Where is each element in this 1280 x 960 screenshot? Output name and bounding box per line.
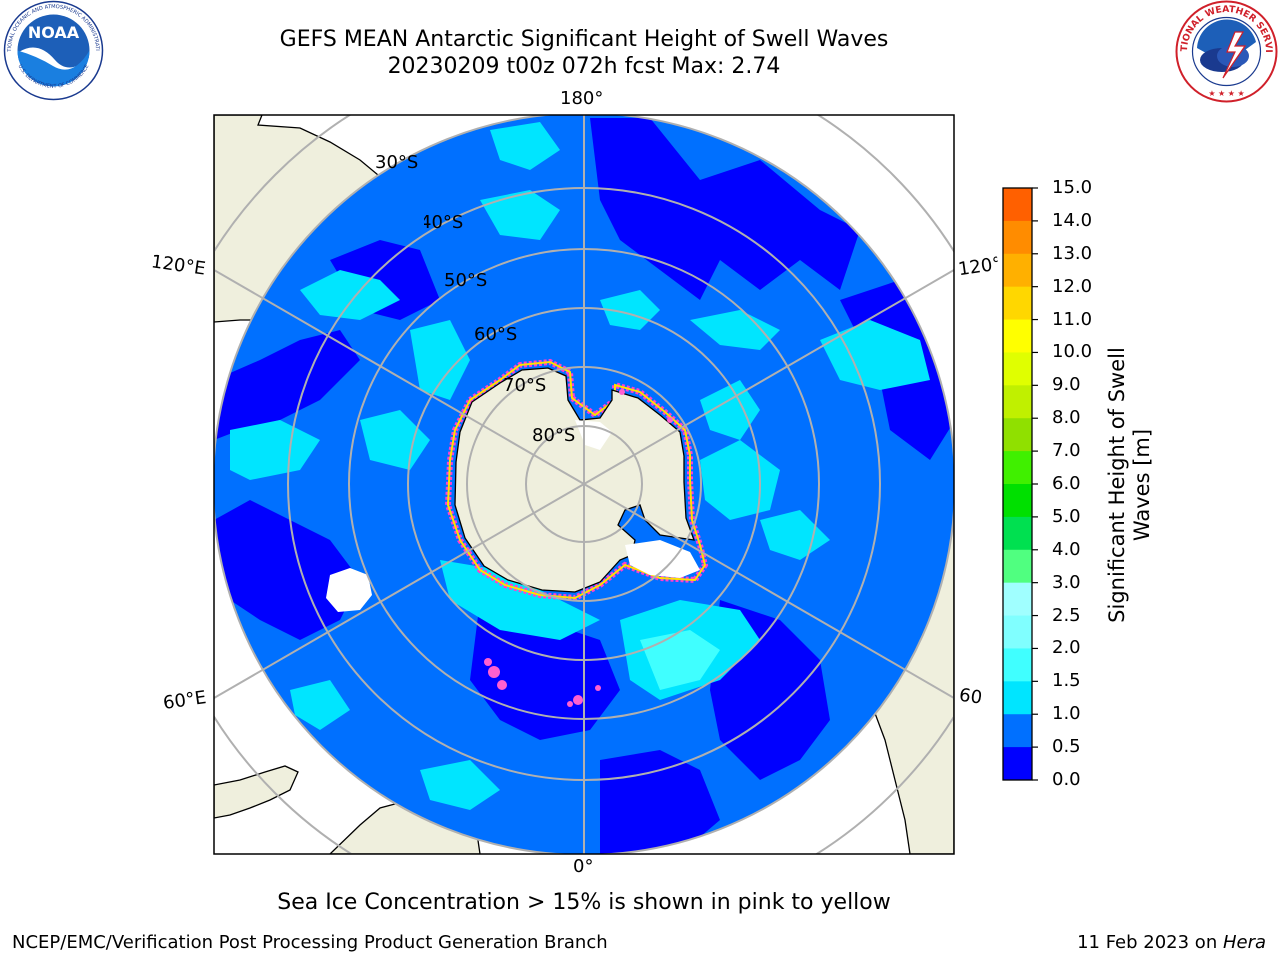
colorbar-segment — [1003, 516, 1032, 551]
colorbar-segment — [1003, 451, 1032, 485]
sea-ice-fringe-inner — [446, 360, 707, 600]
colorbar-tick-label: 3.0 — [1052, 571, 1081, 593]
colorbar-segment — [1003, 418, 1032, 452]
graticule — [214, 115, 954, 854]
noaa-logo: NOAA NATIONAL OCEANIC AND ATMOSPHERIC AD… — [3, 0, 104, 101]
colorbar — [1003, 187, 1038, 781]
colorbar-segment — [1003, 582, 1032, 617]
colorbar-tick-label: 7.0 — [1052, 440, 1081, 462]
colorbar-segment — [1003, 319, 1032, 353]
footer-date: 11 Feb 2023 on Hera — [1077, 932, 1266, 953]
colorbar-tick-label: 1.5 — [1052, 670, 1081, 692]
colorbar-tick-label: 5.0 — [1052, 505, 1081, 527]
colorbar-segment — [1003, 188, 1032, 222]
colorbar-segment — [1003, 286, 1032, 321]
colorbar-segment — [1003, 714, 1032, 748]
nws-logo: NATIONAL WEATHER SERVICE ★ ★ ★ ★ — [1175, 0, 1278, 103]
svg-text:NOAA: NOAA — [28, 23, 80, 42]
colorbar-tick-label: 6.0 — [1052, 473, 1081, 494]
colorbar-tick-label: 14.0 — [1052, 209, 1093, 231]
lat-label-50: 50°S — [444, 270, 488, 291]
colorbar-segment — [1003, 615, 1032, 649]
lat-label-70: 70°S — [503, 375, 547, 396]
colorbar-tick-label: 10.0 — [1052, 341, 1093, 363]
colorbar-title: Significant Height of Swell Waves [m] — [1105, 347, 1154, 623]
map-frame — [213, 114, 955, 855]
colorbar-tick-label: 2.0 — [1052, 637, 1081, 659]
footer-branch: NCEP/EMC/Verification Post Processing Pr… — [12, 932, 608, 953]
colorbar-tick-label: 12.0 — [1052, 275, 1093, 297]
colorbar-tick-label: 8.0 — [1052, 407, 1081, 429]
colorbar-segment — [1003, 220, 1032, 255]
colorbar-tick-label: 1.0 — [1052, 703, 1081, 725]
map-title: GEFS MEAN Antarctic Significant Height o… — [279, 27, 889, 52]
map-subtitle: 20230209 t00z 072h fcst Max: 2.74 — [387, 54, 781, 79]
colorbar-segment — [1003, 484, 1032, 518]
lon-label-bottom: 0° — [573, 856, 594, 877]
colorbar-tick-label: 0.0 — [1052, 769, 1081, 790]
lon-label-top: 180° — [560, 88, 604, 109]
lat-label-60: 60°S — [474, 324, 518, 345]
land-antarctica — [454, 367, 695, 593]
colorbar-tick-label: 2.5 — [1052, 604, 1081, 626]
colorbar-segment — [1003, 352, 1032, 386]
colorbar-tick-label: 15.0 — [1052, 177, 1093, 198]
colorbar-segment — [1003, 549, 1032, 584]
colorbar-tick-label: 9.0 — [1052, 374, 1081, 396]
colorbar-segment — [1003, 385, 1032, 419]
svg-text:★ ★ ★ ★: ★ ★ ★ ★ — [1208, 89, 1244, 98]
colorbar-tick-label: 0.5 — [1052, 736, 1081, 758]
sea-ice-caption: Sea Ice Concentration > 15% is shown in … — [277, 890, 891, 915]
lat-label-40: 40°S — [420, 212, 464, 233]
colorbar-segment — [1003, 648, 1032, 682]
colorbar-segment — [1003, 253, 1032, 288]
lat-label-30: 30°S — [375, 152, 419, 173]
colorbar-tick-label: 11.0 — [1052, 308, 1093, 330]
colorbar-segment — [1003, 747, 1032, 781]
lat-label-80: 80°S — [532, 425, 576, 446]
colorbar-tick-label: 13.0 — [1052, 242, 1093, 264]
colorbar-segment — [1003, 681, 1032, 715]
colorbar-tick-label: 4.0 — [1052, 538, 1081, 560]
